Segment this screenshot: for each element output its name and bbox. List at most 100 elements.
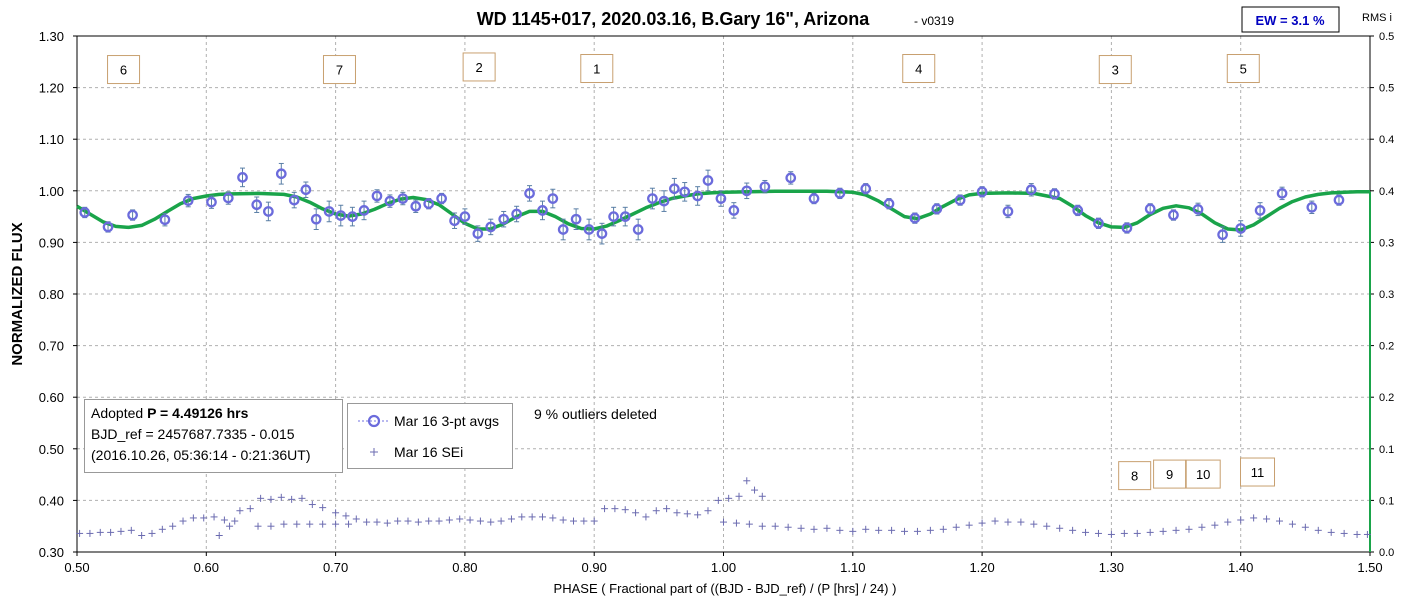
avg-point [619, 206, 631, 227]
sei-point [352, 515, 360, 523]
sei-point [714, 496, 722, 504]
sei-point [435, 517, 443, 525]
sei-point [735, 492, 743, 500]
avg-marker [498, 213, 510, 225]
avg-marker [834, 188, 846, 199]
y-tick-label: 0.30 [39, 545, 64, 560]
outliers-note: 9 % outliers deleted [534, 406, 657, 422]
avg-marker [288, 194, 300, 206]
y2-tick-label: 0.3 [1379, 237, 1394, 249]
legend-entry-avgs: Mar 16 3-pt avgs [356, 411, 506, 431]
sei-point [663, 505, 671, 513]
sei-point [308, 501, 316, 509]
sei-point [107, 528, 115, 536]
sei-point [823, 524, 831, 532]
y2-tick-label: 0.4 [1379, 186, 1394, 198]
sei-point [476, 517, 484, 525]
dip-annotation-7: 7 [322, 55, 356, 85]
y2-tick-label: 0.1 [1379, 495, 1394, 507]
sei-point [1185, 525, 1193, 533]
dip-annotation-4: 4 [902, 54, 936, 84]
dip-annotation-1: 1 [580, 54, 614, 84]
ew-box [1241, 6, 1340, 33]
sei-point [288, 495, 296, 503]
avg-marker [954, 194, 966, 206]
sei-point [298, 494, 306, 502]
sei-point [1275, 517, 1283, 525]
avg-marker [1217, 229, 1228, 241]
dip-annotation-label: 10 [1196, 467, 1210, 482]
avg-point [1144, 203, 1156, 215]
sei-point [1159, 527, 1167, 535]
sei-point [1327, 528, 1335, 536]
avg-point [436, 192, 447, 205]
dip-annotation-2: 2 [462, 52, 496, 82]
grid-lines [77, 36, 1370, 552]
avg-point [1254, 202, 1266, 219]
avg-point [570, 208, 582, 230]
avg-marker [692, 190, 703, 202]
sei-point [1069, 526, 1077, 534]
avg-point [79, 206, 91, 219]
sei-point [254, 522, 262, 530]
sei-point [332, 509, 340, 517]
sei-point [456, 515, 464, 523]
avg-point [410, 199, 422, 213]
sei-point [404, 517, 412, 525]
y2-tick-label: 0.5 [1379, 31, 1394, 43]
sei-point [1237, 516, 1245, 524]
avg-point [1306, 200, 1318, 215]
avg-marker [485, 221, 497, 233]
sei-point [1172, 526, 1180, 534]
sei-point [179, 517, 187, 525]
avg-point [583, 218, 595, 241]
avg-point [323, 200, 335, 223]
info-period-value: P = 4.49126 hrs [147, 405, 249, 421]
x-tick-label: 1.50 [1357, 560, 1382, 575]
avg-marker [423, 198, 435, 210]
avg-marker [1276, 188, 1288, 199]
dip-annotation-box [580, 54, 614, 84]
sei-point [363, 518, 371, 526]
sei-point [1094, 529, 1102, 537]
sei-point [978, 519, 986, 527]
sei-point [862, 525, 870, 533]
dip-annotation-box [1185, 459, 1221, 489]
sei-point [127, 526, 135, 534]
avg-marker [459, 211, 471, 222]
dip-annotation-label: 5 [1240, 62, 1247, 77]
sei-point [1043, 522, 1051, 530]
avg-marker [547, 193, 559, 204]
dip-annotation-9: 9 [1153, 459, 1187, 489]
sei-point [758, 492, 766, 500]
avg-point [834, 187, 846, 200]
avg-point [808, 192, 820, 205]
avg-marker [1192, 204, 1204, 215]
avg-marker [511, 208, 522, 220]
avg-marker [449, 215, 460, 227]
sei-point [466, 516, 474, 524]
sei-point [86, 529, 94, 537]
y-tick-label: 0.40 [39, 493, 64, 508]
sei-point [758, 522, 766, 530]
avg-point [679, 182, 691, 202]
avg-point [472, 225, 484, 242]
dip-annotation-box [462, 52, 496, 82]
y-tick-label: 0.70 [39, 339, 64, 354]
avg-point [785, 171, 797, 185]
avg-point [931, 203, 943, 215]
sei-point [849, 527, 857, 535]
avg-marker [883, 198, 895, 210]
sei-point [1250, 514, 1258, 522]
sei-point [538, 513, 546, 521]
sei-point [621, 506, 629, 514]
dip-annotation-box [1098, 55, 1132, 85]
y2-tick-label: 0.4 [1379, 134, 1394, 146]
sei-point [169, 522, 177, 530]
avg-point [608, 206, 619, 227]
avg-marker [1121, 222, 1133, 234]
avg-point [1025, 183, 1037, 197]
avg-point [102, 221, 114, 233]
avg-point [1093, 217, 1104, 229]
